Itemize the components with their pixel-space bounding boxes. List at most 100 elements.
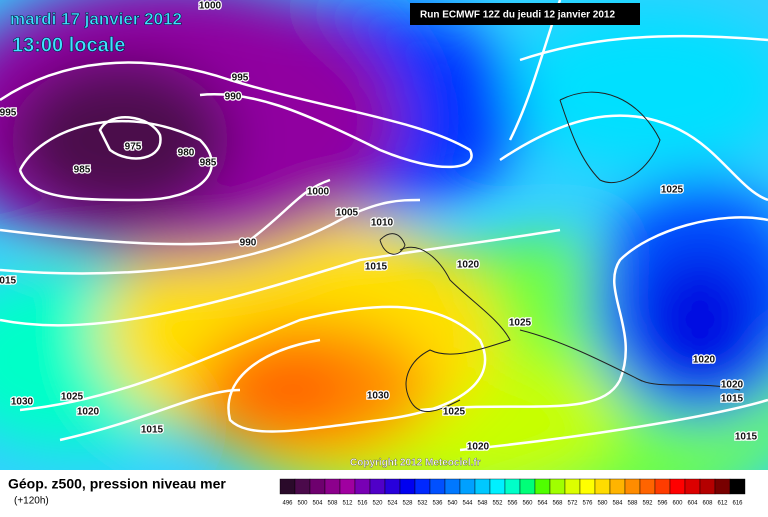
isobar-label: 985 (200, 158, 217, 169)
color-label: 552 (492, 501, 503, 507)
isobar-label: 1025 (443, 407, 466, 418)
color-swatch (594, 478, 611, 495)
color-label: 532 (417, 501, 428, 507)
color-label: 508 (327, 501, 338, 507)
color-swatch (549, 478, 566, 495)
color-label: 600 (672, 501, 683, 507)
color-swatch (354, 478, 371, 495)
color-swatch (504, 478, 521, 495)
color-label: 560 (522, 501, 533, 507)
color-label: 496 (282, 501, 293, 507)
isobar-label: 995 (232, 73, 249, 84)
color-swatch (294, 478, 311, 495)
isobar-labels: 1000 995 990 995 975 980 985 985 1000 1005 1010 990… (0, 0, 759, 454)
color-label: 612 (717, 501, 728, 507)
isobar-label: 995 (0, 108, 17, 119)
color-swatch (384, 478, 401, 495)
color-swatch (639, 478, 656, 495)
color-swatch (684, 478, 701, 495)
color-label: 548 (477, 501, 488, 507)
color-label: 576 (582, 501, 593, 507)
color-label: 536 (432, 501, 443, 507)
color-label: 500 (297, 501, 308, 507)
color-swatch (729, 478, 746, 495)
color-label: 528 (402, 501, 413, 507)
color-swatch (414, 478, 431, 495)
copyright: Copyright 2012 Meteociel.fr (350, 458, 481, 469)
color-label: 616 (732, 501, 743, 507)
color-label: 572 (567, 501, 578, 507)
color-swatch (369, 478, 386, 495)
isobar-label: 1020 (467, 442, 490, 453)
color-swatch (429, 478, 446, 495)
color-label: 524 (387, 501, 398, 507)
color-swatch (699, 478, 716, 495)
coastlines (379, 91, 741, 413)
isobar-label: 1020 (693, 355, 716, 366)
date-title: mardi 17 janvier 2012 (10, 9, 182, 28)
color-swatch (279, 478, 296, 495)
isobar-label: 1015 (735, 432, 758, 443)
color-label: 520 (372, 501, 383, 507)
caption: Géop. z500, pression niveau mer (8, 476, 226, 492)
isobar-label: 1020 (721, 380, 744, 391)
isobar-label: 990 (240, 238, 257, 249)
color-label: 588 (627, 501, 638, 507)
isobar-label: 975 (125, 142, 142, 153)
isobar-label: 1015 (365, 262, 388, 273)
local-time: 13:00 locale (12, 34, 125, 56)
isobar-label: 1025 (61, 392, 84, 403)
isobar-label: 1000 (199, 1, 222, 12)
color-label: 556 (507, 501, 518, 507)
color-label: 504 (312, 501, 323, 507)
color-swatch (339, 478, 356, 495)
color-label: 592 (642, 501, 653, 507)
isobar-label: 1005 (336, 208, 359, 219)
isobar-label: 990 (225, 92, 242, 103)
color-swatch (579, 478, 596, 495)
color-swatch (459, 478, 476, 495)
color-swatch (624, 478, 641, 495)
isobar-label: 1015 (141, 425, 164, 436)
color-label: 564 (537, 501, 548, 507)
isobar-label: 1025 (509, 318, 532, 329)
color-label: 596 (657, 501, 668, 507)
isobar-label: 980 (178, 148, 195, 159)
isobar-label: 1030 (11, 397, 34, 408)
color-swatch (444, 478, 461, 495)
isobar-label: 1030 (367, 391, 390, 402)
color-swatch (714, 478, 731, 495)
color-swatch (324, 478, 341, 495)
color-label: 608 (702, 501, 713, 507)
isobar-label: 1010 (371, 218, 394, 229)
color-swatch (609, 478, 626, 495)
color-swatch (669, 478, 686, 495)
run-label: Run ECMWF 12Z du jeudi 12 janvier 2012 (420, 10, 615, 21)
isobar-label: 1000 (307, 187, 330, 198)
color-bar: 496 500 504 508 512 516 520 524 528 532 536 540 544 5… (279, 478, 746, 507)
color-swatch (489, 478, 506, 495)
color-swatch (654, 478, 671, 495)
color-swatch (564, 478, 581, 495)
isobar-label: 985 (74, 165, 91, 176)
isobar-label: 1025 (661, 185, 684, 196)
color-label: 584 (612, 501, 623, 507)
color-label: 540 (447, 501, 458, 507)
run-box (410, 3, 640, 25)
isobar-label: 1015 (0, 276, 17, 287)
color-label: 580 (597, 501, 608, 507)
color-label: 512 (342, 501, 353, 507)
color-swatch (309, 478, 326, 495)
color-swatch (399, 478, 416, 495)
color-swatch (474, 478, 491, 495)
lead-time: (+120h) (14, 496, 49, 507)
color-swatch (519, 478, 536, 495)
isobar-label: 1015 (721, 394, 744, 405)
isobar-label: 1020 (77, 407, 100, 418)
isobar-label: 1020 (457, 260, 480, 271)
color-label: 568 (552, 501, 563, 507)
color-swatch (534, 478, 551, 495)
color-label: 604 (687, 501, 698, 507)
